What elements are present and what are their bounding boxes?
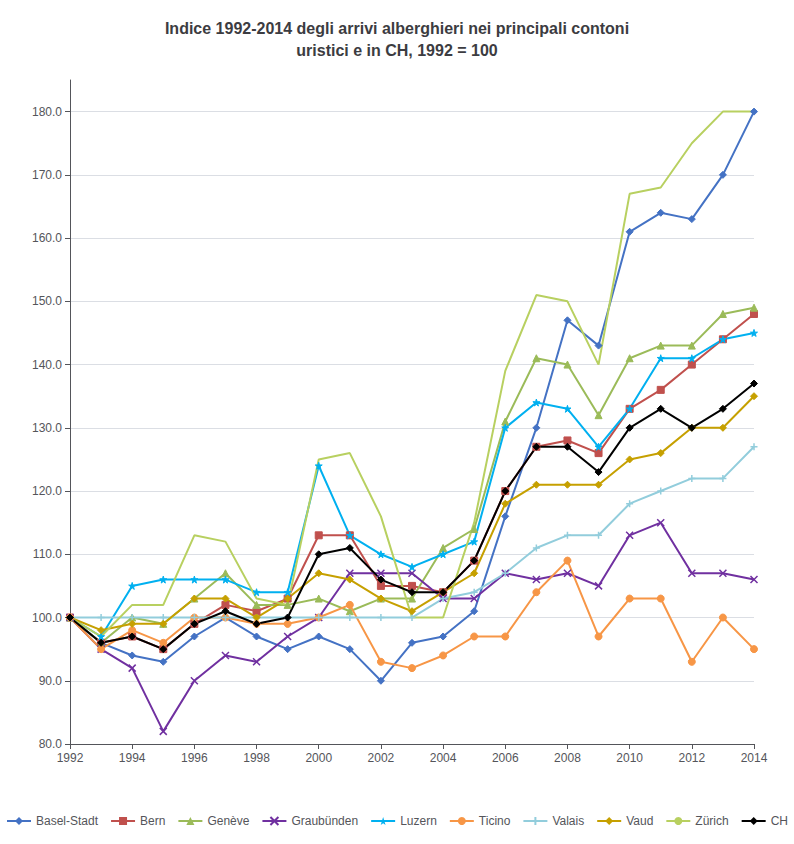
svg-text:2008: 2008 [554,751,581,765]
svg-text:Genève: Genève [207,814,249,828]
svg-text:1994: 1994 [119,751,146,765]
svg-text:160.0: 160.0 [32,231,62,245]
svg-text:Indice 1992-2014 degli arrivi: Indice 1992-2014 degli arrivi alberghier… [165,20,629,37]
svg-text:140.0: 140.0 [32,358,62,372]
svg-text:Luzern: Luzern [400,814,437,828]
svg-text:130.0: 130.0 [32,421,62,435]
svg-text:Valais: Valais [552,814,584,828]
svg-text:2006: 2006 [492,751,519,765]
svg-text:Vaud: Vaud [626,814,653,828]
svg-text:90.0: 90.0 [39,674,63,688]
svg-text:2000: 2000 [305,751,332,765]
svg-text:80.0: 80.0 [39,737,63,751]
svg-text:Basel-Stadt: Basel-Stadt [36,814,99,828]
svg-text:2010: 2010 [616,751,643,765]
svg-text:1992: 1992 [57,751,84,765]
svg-text:2002: 2002 [368,751,395,765]
svg-text:1998: 1998 [243,751,270,765]
svg-text:2012: 2012 [678,751,705,765]
svg-text:Graubünden: Graubünden [291,814,358,828]
svg-text:120.0: 120.0 [32,484,62,498]
svg-text:150.0: 150.0 [32,294,62,308]
svg-text:180.0: 180.0 [32,105,62,119]
svg-text:2004: 2004 [430,751,457,765]
svg-text:170.0: 170.0 [32,168,62,182]
svg-text:Zürich: Zürich [695,814,728,828]
svg-text:1996: 1996 [181,751,208,765]
svg-text:Ticino: Ticino [479,814,511,828]
svg-text:uristici e in CH, 1992 = 100: uristici e in CH, 1992 = 100 [296,42,498,59]
svg-text:110.0: 110.0 [33,547,62,561]
svg-text:Bern: Bern [140,814,165,828]
svg-text:CH: CH [771,814,788,828]
svg-text:100.0: 100.0 [32,611,62,625]
svg-text:2014: 2014 [741,751,768,765]
